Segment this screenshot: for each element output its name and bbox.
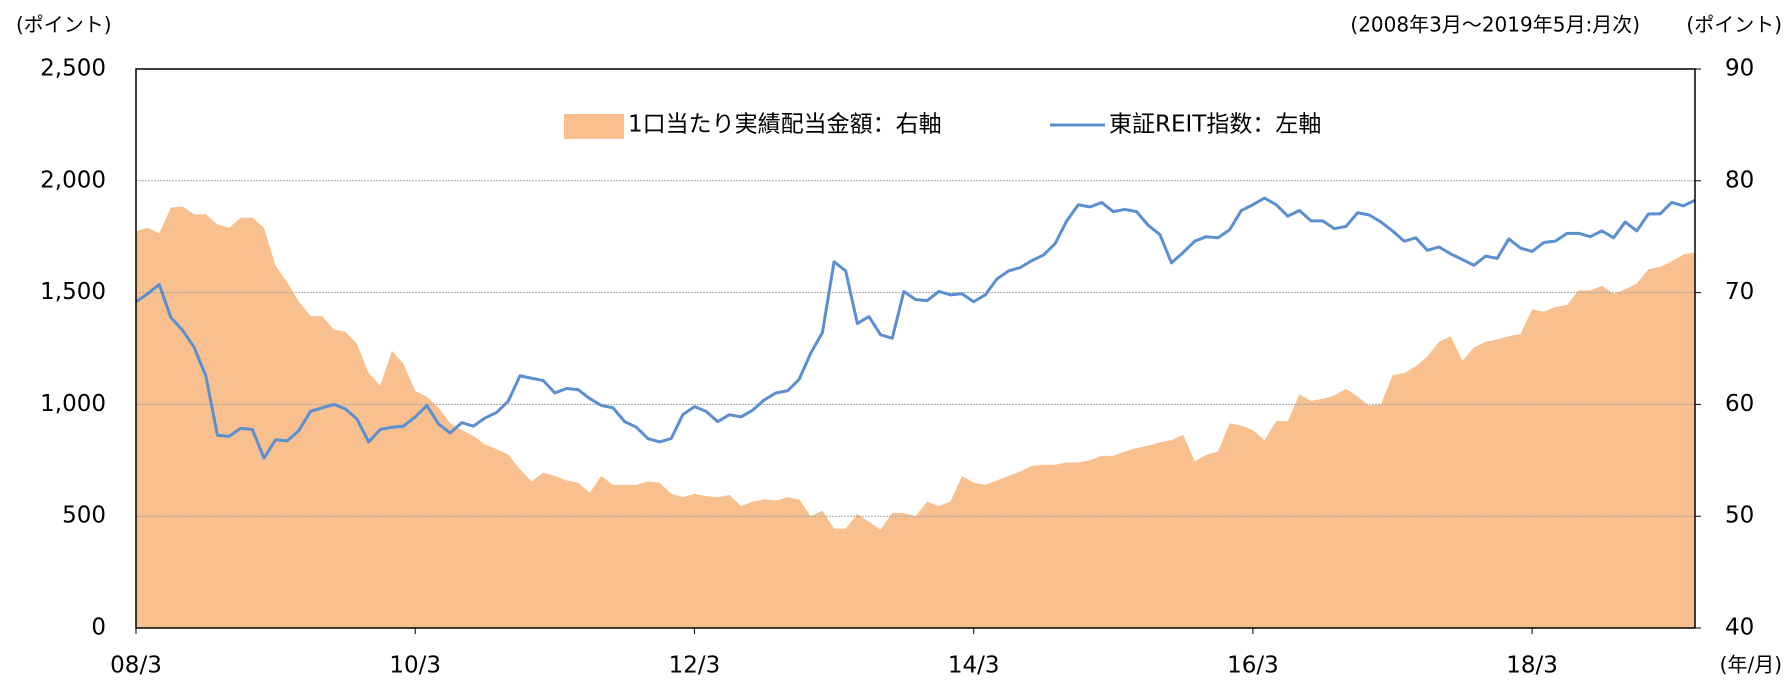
- x-tick-label: 18/3: [1506, 653, 1558, 679]
- subtitle: (2008年3月～2019年5月:月次): [1350, 13, 1640, 37]
- x-tick-label: 12/3: [669, 653, 721, 679]
- x-tick-label: 10/3: [389, 653, 441, 679]
- x-tick-label: 16/3: [1227, 653, 1279, 679]
- legend-swatch: [564, 114, 624, 139]
- y-tick-label: 1,000: [40, 391, 106, 417]
- y2-axis-label: (ポイント): [1686, 13, 1782, 37]
- legend-label: 東証REIT指数：左軸: [1109, 112, 1321, 138]
- y-axis-label: (ポイント): [16, 13, 112, 37]
- y2-tick-label: 50: [1725, 503, 1754, 529]
- x-tick-label: 08/3: [110, 653, 162, 679]
- legend-label: 1口当たり実績配当金額：右軸: [628, 112, 942, 138]
- y-tick-label: 2,000: [40, 167, 106, 193]
- y-tick-label: 2,500: [40, 56, 106, 82]
- y-tick-label: 1,500: [40, 279, 106, 305]
- plot-frame: [135, 68, 1696, 629]
- y2-tick-label: 40: [1725, 615, 1754, 641]
- line: [135, 196, 1696, 460]
- x-tick-label: 14/3: [948, 653, 1000, 679]
- y2-tick-label: 80: [1725, 167, 1754, 193]
- y2-tick-label: 60: [1725, 391, 1754, 417]
- y2-tick-label: 90: [1725, 56, 1754, 82]
- y2-tick-label: 70: [1725, 279, 1754, 305]
- area: [136, 206, 1695, 628]
- y-tick-label: 0: [91, 615, 106, 641]
- y-tick-label: 500: [62, 503, 106, 529]
- x-axis-label: (年/月): [1720, 653, 1782, 677]
